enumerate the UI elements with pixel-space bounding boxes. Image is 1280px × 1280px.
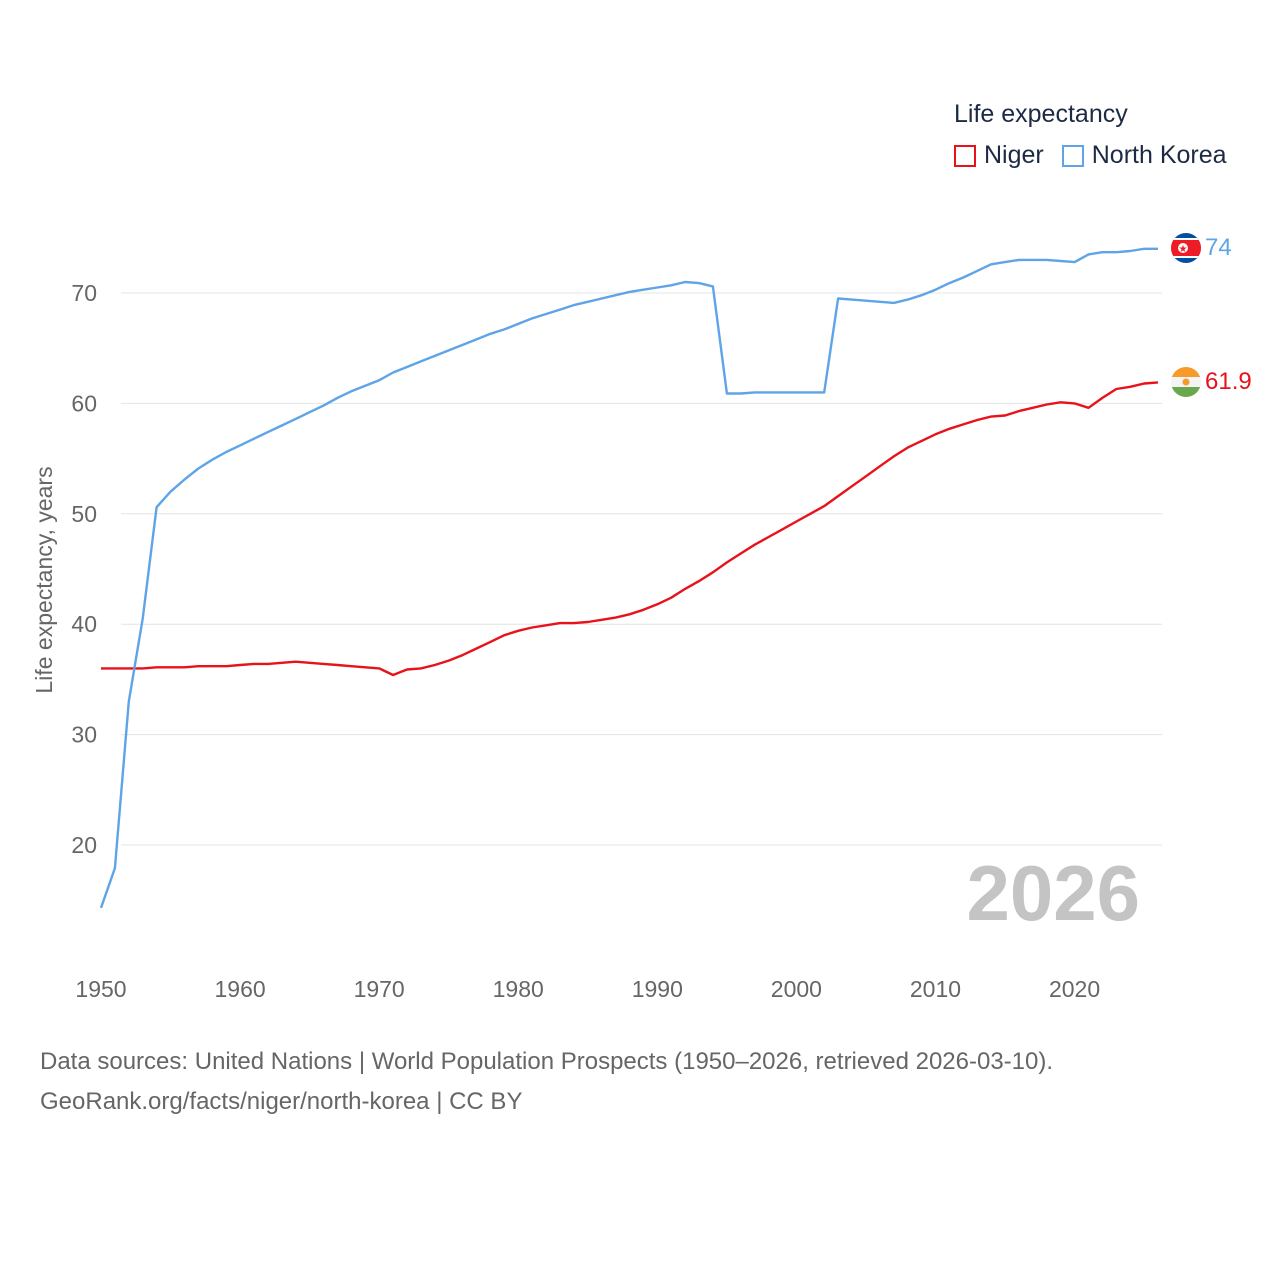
niger-flag-icon bbox=[1171, 367, 1201, 397]
x-tick-label: 2010 bbox=[910, 976, 961, 1002]
x-tick-label: 2000 bbox=[771, 976, 822, 1002]
niger-end-label: 61.9 bbox=[1205, 368, 1252, 395]
legend-title: Life expectancy bbox=[954, 100, 1128, 128]
attribution-text: GeoRank.org/facts/niger/north-korea | CC… bbox=[40, 1088, 523, 1115]
x-tick-label: 1990 bbox=[632, 976, 683, 1002]
legend-item-niger[interactable]: Niger bbox=[954, 141, 1044, 170]
y-tick-label: 30 bbox=[71, 722, 97, 748]
legend-swatch bbox=[1061, 144, 1084, 167]
x-axis-ticks: 1950 1960 1970 1980 1990 2000 2010 2020 bbox=[75, 976, 1100, 1002]
y-tick-label: 50 bbox=[71, 501, 97, 527]
legend-label: Niger bbox=[984, 141, 1044, 169]
legend-swatch bbox=[954, 144, 976, 167]
y-tick-label: 20 bbox=[71, 832, 97, 858]
x-tick-label: 1970 bbox=[354, 976, 405, 1002]
year-watermark: 2026 bbox=[966, 849, 1140, 937]
end-labels: ★ 74 61.9 bbox=[1171, 233, 1252, 397]
series-lines bbox=[99, 247, 1159, 909]
line-chart: 20 30 40 50 60 70 1950 1960 1970 1980 1990 2000 201… bbox=[31, 233, 1252, 1002]
gridlines bbox=[121, 292, 1162, 846]
y-axis-label: Life expectancy, years bbox=[31, 466, 57, 693]
series-line-north-korea bbox=[99, 247, 1158, 909]
x-tick-label: 1960 bbox=[214, 976, 265, 1002]
legend: Life expectancy Niger North Korea bbox=[954, 100, 1245, 170]
y-tick-label: 40 bbox=[71, 611, 97, 637]
y-axis-ticks: 20 30 40 50 60 70 bbox=[71, 280, 97, 858]
x-tick-label: 2020 bbox=[1049, 976, 1100, 1002]
y-tick-label: 60 bbox=[71, 390, 97, 416]
y-tick-label: 70 bbox=[71, 280, 97, 306]
legend-item-north-korea[interactable]: North Korea bbox=[1061, 141, 1227, 170]
legend-label: North Korea bbox=[1091, 141, 1227, 169]
x-tick-label: 1950 bbox=[75, 976, 126, 1002]
series-line-niger bbox=[101, 381, 1159, 677]
north-korea-end-label: 74 bbox=[1205, 234, 1232, 261]
north-korea-flag-icon: ★ bbox=[1171, 233, 1201, 263]
svg-text:★: ★ bbox=[1179, 244, 1188, 255]
x-tick-label: 1980 bbox=[493, 976, 544, 1002]
data-sources-text: Data sources: United Nations | World Pop… bbox=[40, 1048, 1054, 1075]
footer: Data sources: United Nations | World Pop… bbox=[40, 1042, 1053, 1122]
